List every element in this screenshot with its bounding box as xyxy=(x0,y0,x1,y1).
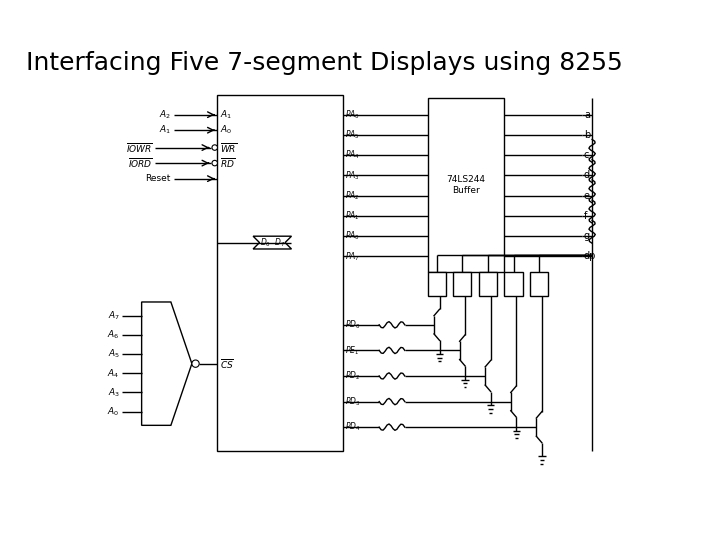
Text: $PA_{3}$: $PA_{3}$ xyxy=(346,169,360,181)
Text: $PA_{0}$: $PA_{0}$ xyxy=(346,109,360,121)
Text: f: f xyxy=(584,211,588,221)
Bar xyxy=(428,272,446,295)
Text: $\overline{RD}$: $\overline{RD}$ xyxy=(220,156,235,170)
Text: $PD_{0}$: $PD_{0}$ xyxy=(346,319,361,331)
Polygon shape xyxy=(142,302,192,426)
Text: $\overline{IORD}$: $\overline{IORD}$ xyxy=(127,156,153,170)
Text: g: g xyxy=(584,231,590,241)
Circle shape xyxy=(192,360,199,367)
Bar xyxy=(479,272,497,295)
Text: $A_1$: $A_1$ xyxy=(158,124,171,137)
Text: $A_1$: $A_1$ xyxy=(220,109,233,121)
Text: c: c xyxy=(584,150,589,160)
Text: $PA_{0}$: $PA_{0}$ xyxy=(346,230,360,242)
Text: $PA_{5}$: $PA_{5}$ xyxy=(346,129,360,141)
Text: Reset: Reset xyxy=(145,174,171,183)
Text: Interfacing Five 7-segment Displays using 8255: Interfacing Five 7-segment Displays usin… xyxy=(26,51,622,75)
Text: $A_{7}$: $A_{7}$ xyxy=(107,309,120,322)
Text: $A_2$: $A_2$ xyxy=(159,109,171,121)
Text: $PD_{2}$: $PD_{2}$ xyxy=(346,370,361,382)
Text: b: b xyxy=(584,130,590,140)
Text: e: e xyxy=(584,191,590,200)
Text: $PD_{4}$: $PD_{4}$ xyxy=(346,421,361,434)
Bar xyxy=(453,272,472,295)
Text: $PA_{4}$: $PA_{4}$ xyxy=(346,149,360,161)
Text: $A_{5}$: $A_{5}$ xyxy=(107,348,120,360)
Text: $PA_{7}$: $PA_{7}$ xyxy=(346,250,360,262)
Text: $D_0$  $D_7$: $D_0$ $D_7$ xyxy=(260,237,285,249)
Bar xyxy=(530,272,548,295)
Text: $A_{6}$: $A_{6}$ xyxy=(107,329,120,341)
Text: dp: dp xyxy=(584,251,596,261)
Text: $PD_{3}$: $PD_{3}$ xyxy=(346,395,361,408)
Bar xyxy=(428,98,505,272)
Bar xyxy=(505,272,523,295)
Text: $\overline{WR}$: $\overline{WR}$ xyxy=(220,140,238,154)
Text: $A_{3}$: $A_{3}$ xyxy=(107,386,120,399)
Text: $PE_{1}$: $PE_{1}$ xyxy=(346,344,360,356)
Circle shape xyxy=(212,145,217,150)
Text: $A_{0}$: $A_{0}$ xyxy=(107,406,120,418)
Text: $PA_{1}$: $PA_{1}$ xyxy=(346,210,360,222)
Text: a: a xyxy=(584,110,590,120)
Circle shape xyxy=(212,160,217,166)
Text: d: d xyxy=(584,170,590,180)
Text: $\overline{CS}$: $\overline{CS}$ xyxy=(220,357,234,370)
Text: 74LS244
Buffer: 74LS244 Buffer xyxy=(446,176,485,195)
Text: $A_{4}$: $A_{4}$ xyxy=(107,367,120,380)
Text: $\overline{IOWR}$: $\overline{IOWR}$ xyxy=(126,140,153,154)
Polygon shape xyxy=(253,236,292,249)
Bar xyxy=(217,94,343,451)
Text: $PA_{2}$: $PA_{2}$ xyxy=(346,190,360,202)
Text: $A_0$: $A_0$ xyxy=(220,124,233,137)
